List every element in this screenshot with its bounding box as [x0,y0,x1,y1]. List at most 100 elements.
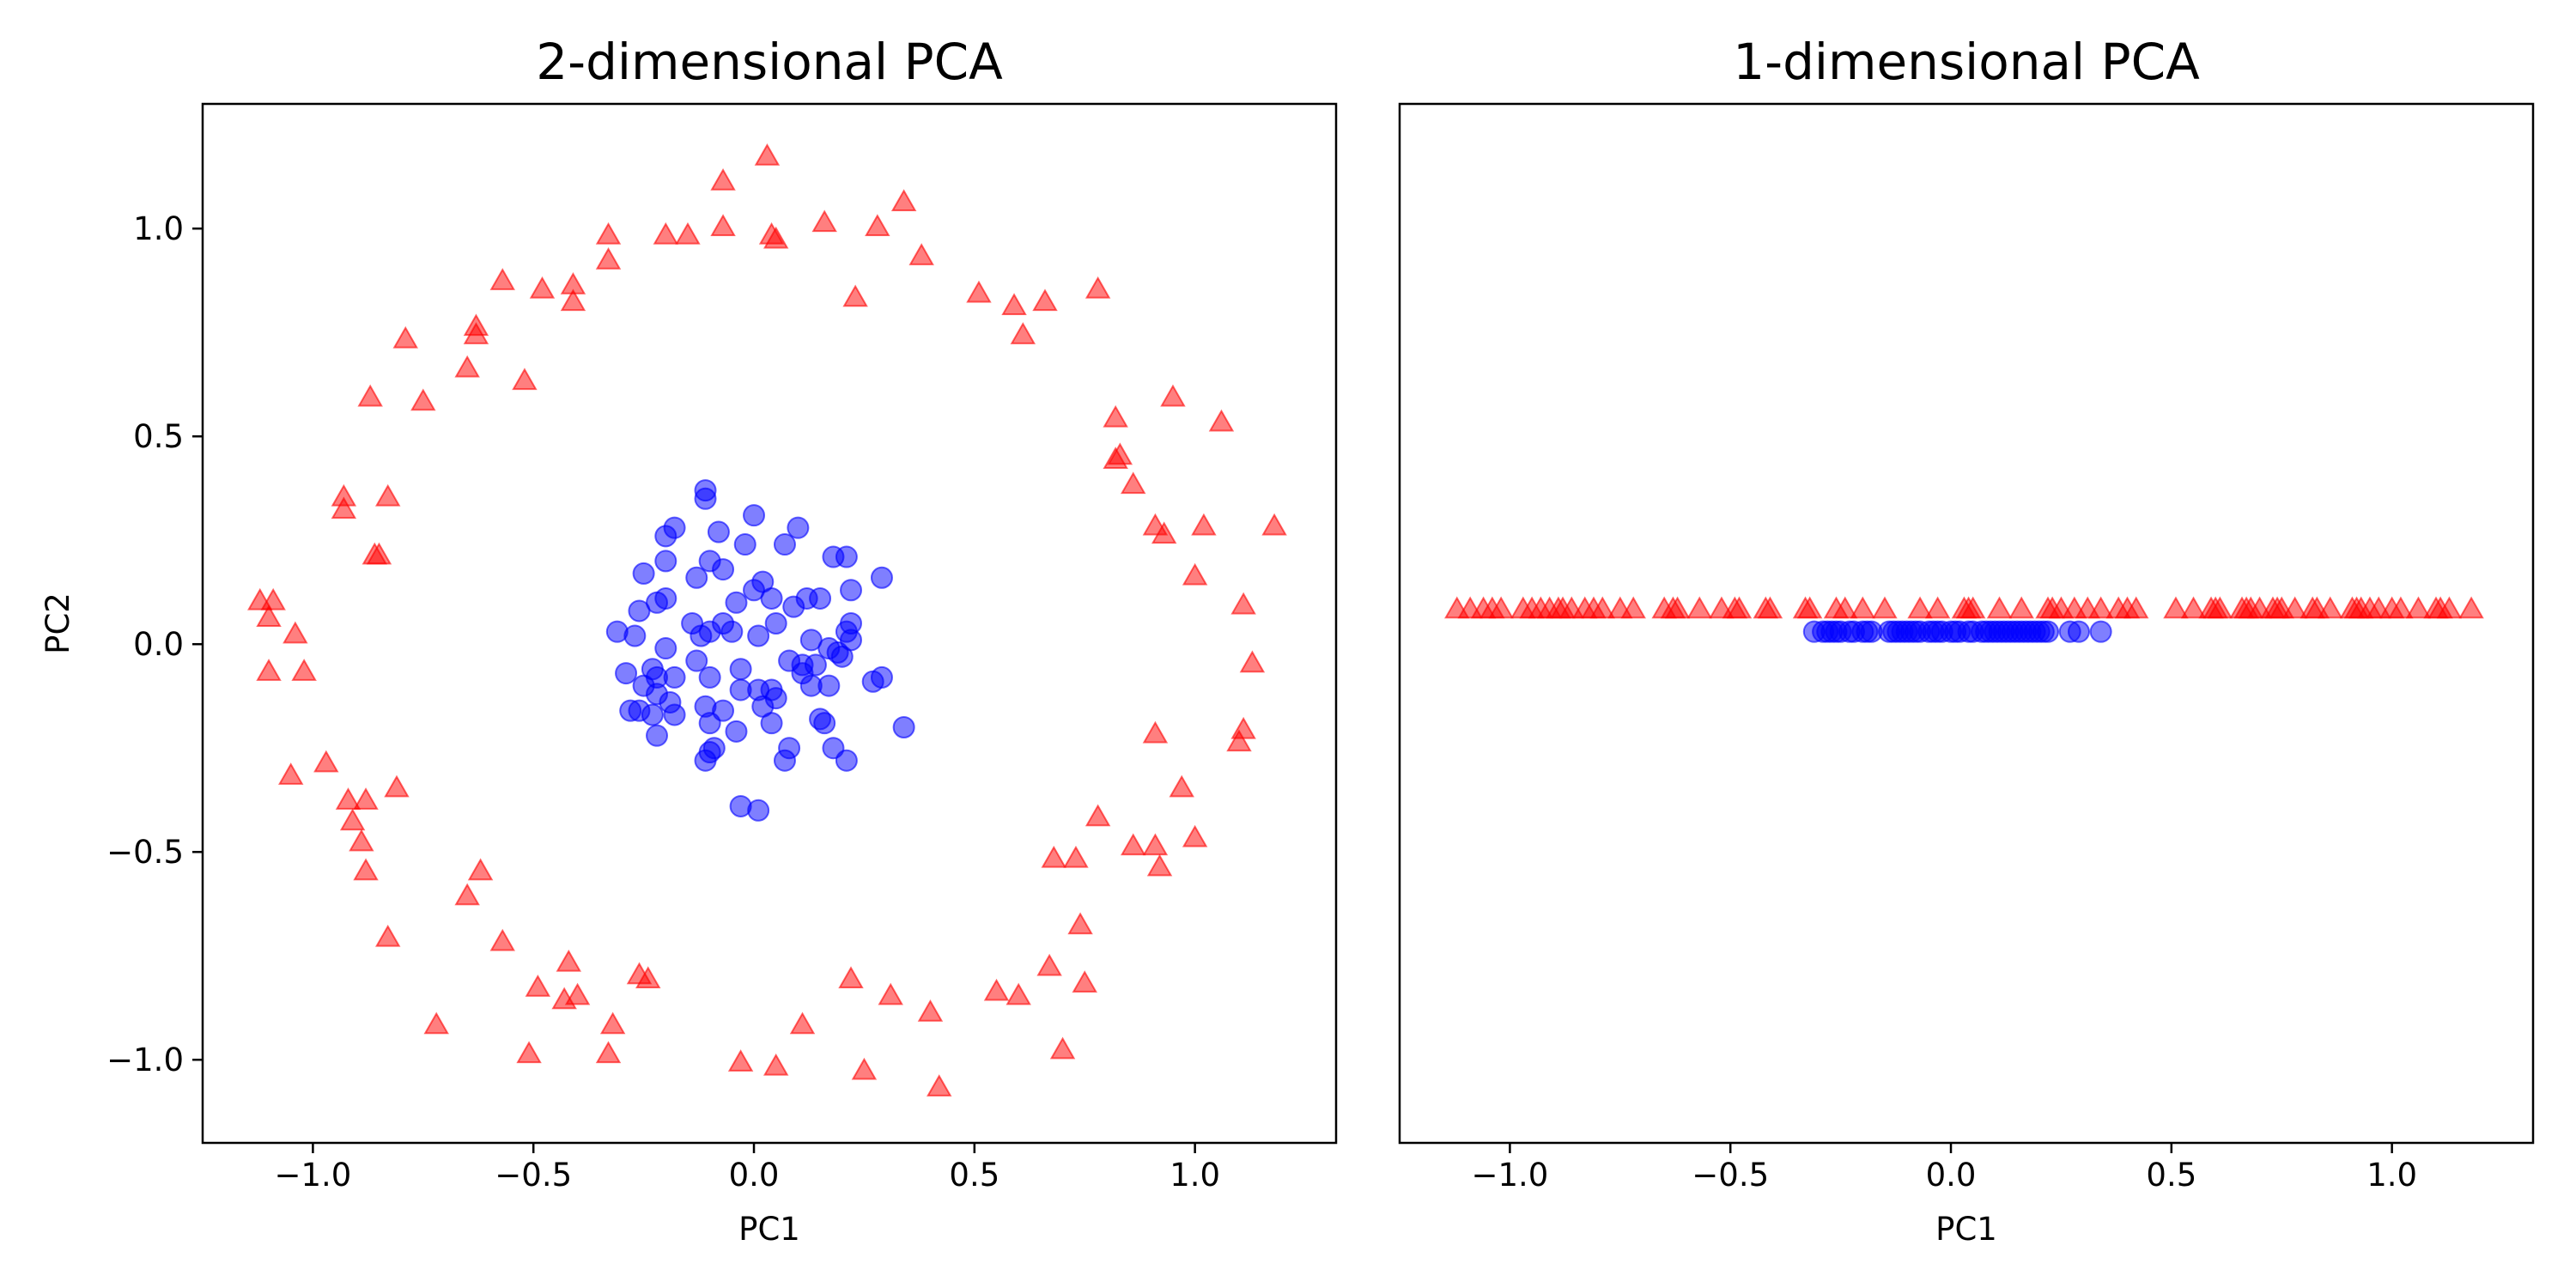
data-point-triangle [1049,1036,1076,1060]
data-point-triangle [762,226,789,249]
pca-1d-marks [1444,596,2484,643]
data-point-triangle [1160,384,1186,407]
data-point-triangle [335,787,361,810]
data-point-triangle [1488,596,1514,619]
data-point-triangle [890,189,917,211]
data-point-circle [623,624,647,647]
data-point-triangle [983,978,1010,1001]
data-point-circle [826,641,849,664]
pca-2d-ticks: −1.0 −0.5 0.0 0.5 1.0 −1.0 −0.5 0.0 0.5 1.0 [106,210,1220,1194]
data-point-circle [870,566,893,589]
data-point-triangle [1226,729,1252,752]
data-point-triangle [789,1012,816,1035]
pca-1d-title: 1-dimensional PCA [1733,33,2200,91]
data-point-triangle [463,322,489,344]
data-point-triangle [878,982,903,1005]
data-point-circle [628,599,651,623]
data-point-circle [654,525,677,548]
data-point-circle [764,612,787,635]
data-point-triangle [1620,596,1646,619]
data-point-triangle [595,1041,622,1064]
data-point-triangle [516,1041,542,1064]
data-point-triangle [2405,596,2432,619]
data-point-triangle [1796,596,1823,619]
data-point-triangle [1261,513,1287,536]
data-point-triangle [1041,845,1067,868]
data-point-triangle [1142,833,1169,856]
data-point-triangle [1850,596,1876,619]
data-point-circle [733,533,756,556]
data-point-triangle [1151,521,1177,544]
data-point-triangle [917,999,944,1022]
data-point-triangle [595,246,622,270]
data-point-triangle [675,222,701,245]
data-point-circle [773,749,796,772]
data-point-triangle [1142,720,1169,744]
data-point-triangle [754,143,781,166]
x-tick-label: −0.5 [495,1157,572,1194]
data-point-circle [712,558,735,581]
data-point-circle [760,712,783,735]
data-point-circle [817,674,841,697]
data-point-triangle [838,966,864,989]
data-point-triangle [353,858,379,881]
data-point-triangle [842,284,868,307]
data-point-circle [835,749,858,772]
data-point-triangle [710,214,736,236]
data-point-triangle [454,355,480,378]
data-point-triangle [256,605,282,627]
data-point-triangle [1757,596,1783,619]
x-tick-label: −0.5 [1692,1157,1769,1194]
data-point-triangle [2207,596,2233,619]
data-point-triangle [392,325,418,349]
data-point-triangle [595,222,622,245]
data-point-circle [892,716,915,738]
data-point-circle [773,533,796,556]
pca-1d-ticks: −1.0 −0.5 0.0 0.5 1.0 [1471,1143,2417,1194]
data-point-circle [729,658,752,681]
data-point-circle [725,591,748,614]
x-tick-label: 0.0 [729,1157,780,1194]
data-point-circle [685,649,708,672]
data-point-triangle [1986,596,2013,619]
data-point-triangle [2123,596,2149,619]
data-point-triangle [331,496,357,519]
data-point-circle [615,662,638,685]
data-point-triangle [635,966,661,989]
pca-2d-axes-frame [201,102,1338,1145]
data-point-triangle [454,883,480,906]
data-point-circle [835,545,858,568]
data-point-triangle [1686,596,1712,619]
y-tick-label: −1.0 [106,1042,184,1078]
data-point-triangle [1182,824,1208,848]
pca-2d-ylabel: PC2 [39,592,76,654]
data-point-circle [760,586,783,610]
x-tick-label: 0.0 [1926,1157,1977,1194]
data-point-triangle [1001,293,1027,315]
data-point-triangle [908,243,934,265]
data-point-triangle [467,858,494,881]
y-tick-label: −0.5 [106,834,184,871]
data-point-triangle [423,1012,449,1035]
data-point-triangle [1239,650,1266,673]
data-point-triangle [339,808,366,831]
data-point-triangle [1107,442,1133,465]
data-point-triangle [2318,596,2343,619]
data-point-triangle [1589,596,1615,619]
data-point-triangle [260,587,286,611]
data-point-circle [747,624,770,647]
data-point-triangle [599,1012,626,1035]
data-point-triangle [2281,596,2308,619]
data-point-triangle [1010,322,1036,344]
data-point-triangle [2163,596,2189,619]
y-tick-label: 0.0 [133,626,184,663]
data-point-circle [690,624,713,647]
data-point-triangle [564,982,591,1005]
data-point-triangle [1208,409,1235,432]
data-point-circle [787,516,810,539]
data-point-circle [694,487,717,510]
data-point-triangle [1084,804,1111,827]
data-point-triangle [374,924,401,947]
data-point-circle [782,595,805,618]
